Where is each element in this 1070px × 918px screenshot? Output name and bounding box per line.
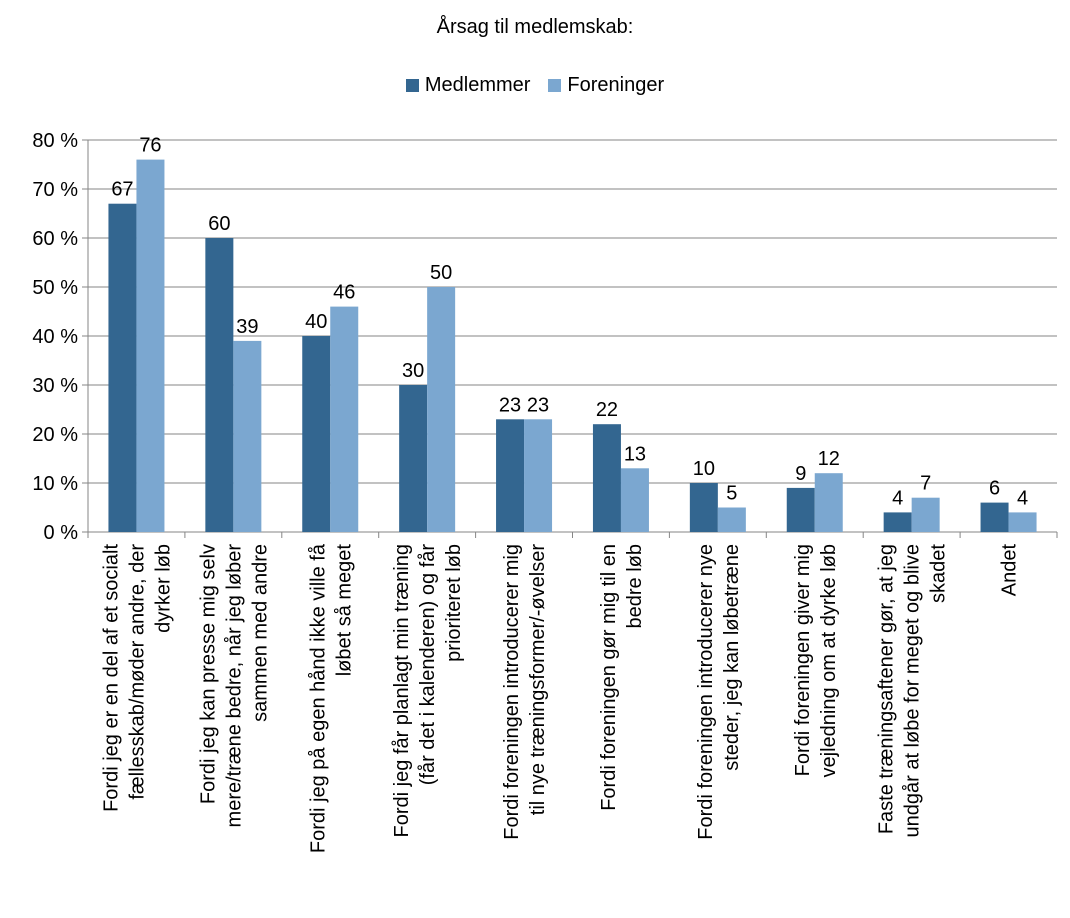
x-tick-label-group: Fordi jeg er en del af et socialt fælless… bbox=[100, 544, 174, 812]
bar-medlemmer bbox=[883, 512, 912, 532]
bar-foreninger bbox=[330, 306, 359, 532]
data-label: 30 bbox=[402, 360, 424, 382]
legend-item-foreninger: Foreninger bbox=[548, 74, 664, 97]
data-label: 46 bbox=[333, 282, 355, 304]
x-tick-label: prioriteret løb bbox=[443, 544, 465, 662]
bar-foreninger bbox=[136, 159, 165, 532]
x-tick-label: mere/træne bedre, når jeg løber bbox=[223, 544, 245, 828]
legend-swatch-medlemmer bbox=[405, 79, 419, 92]
y-tick-label: 60 % bbox=[32, 228, 78, 250]
legend: Medlemmer Foreninger bbox=[0, 74, 1070, 97]
data-label: 4 bbox=[892, 487, 903, 509]
bar-foreninger bbox=[717, 507, 746, 532]
x-tick-label: Fordi foreningen introducerer mig bbox=[501, 544, 523, 840]
data-label: 6 bbox=[989, 478, 1000, 500]
bar-foreninger bbox=[427, 287, 456, 532]
x-tick-label: Fordi jeg er en del af et socialt bbox=[100, 544, 122, 812]
bar-foreninger bbox=[814, 473, 843, 532]
x-tick-label-group: Fordi foreningen gør mig til en bedre løb bbox=[598, 544, 646, 811]
data-label: 5 bbox=[726, 483, 737, 505]
data-label: 13 bbox=[624, 443, 646, 465]
x-tick-label: dyrker løb bbox=[152, 544, 174, 633]
data-label: 23 bbox=[499, 394, 521, 416]
bar-medlemmer bbox=[108, 203, 137, 532]
bar-medlemmer bbox=[399, 385, 428, 532]
data-label: 50 bbox=[430, 262, 452, 284]
x-tick-label: løbet så meget bbox=[333, 544, 355, 677]
bar-foreninger bbox=[233, 340, 262, 532]
chart-title: Årsag til medlemskab: bbox=[436, 16, 634, 38]
x-tick-label: Andet bbox=[999, 544, 1021, 597]
bar-foreninger bbox=[524, 419, 553, 532]
bar-medlemmer bbox=[205, 238, 234, 532]
y-tick-label: 80 % bbox=[32, 130, 78, 152]
x-tick-label: steder, jeg kan løbetræne bbox=[721, 544, 743, 771]
y-tick-label: 40 % bbox=[32, 326, 78, 348]
legend-item-medlemmer: Medlemmer bbox=[405, 74, 531, 97]
y-tick-label: 10 % bbox=[32, 473, 78, 495]
x-tick-label-group: Andet bbox=[999, 544, 1021, 597]
bar-foreninger bbox=[911, 497, 940, 532]
x-tick-label: skadet bbox=[928, 544, 950, 603]
y-tick-label: 50 % bbox=[32, 277, 78, 299]
data-label: 40 bbox=[305, 311, 327, 333]
x-tick-label-group: Fordi foreningen giver mig vejledning om … bbox=[792, 544, 840, 777]
x-tick-label: (får det i kalenderen) og får bbox=[417, 544, 439, 786]
legend-label-foreninger: Foreninger bbox=[567, 74, 665, 96]
bar-medlemmer bbox=[786, 487, 815, 532]
x-tick-label-group: Fordi foreningen introducerer nye steder,… bbox=[695, 544, 743, 840]
legend-swatch-foreninger bbox=[548, 79, 562, 92]
bar-medlemmer bbox=[302, 336, 331, 532]
y-tick-label: 20 % bbox=[32, 424, 78, 446]
data-label: 4 bbox=[1017, 487, 1028, 509]
x-tick-label: Fordi foreningen introducerer nye bbox=[695, 544, 717, 840]
bar-medlemmer bbox=[592, 424, 621, 532]
x-tick-label: Fordi foreningen giver mig bbox=[792, 544, 814, 776]
data-label: 39 bbox=[236, 316, 258, 338]
bar-foreninger bbox=[620, 468, 649, 532]
x-tick-label: sammen med andre bbox=[249, 544, 271, 722]
x-tick-label: til nye træningsformer/-øvelser bbox=[527, 544, 549, 816]
bar-medlemmer bbox=[496, 419, 525, 532]
x-tick-label: undgår at løbe for meget og blive bbox=[902, 544, 924, 838]
data-label: 23 bbox=[527, 394, 549, 416]
data-label: 22 bbox=[596, 399, 618, 421]
x-tick-label: Fordi jeg får planlagt min træning bbox=[391, 544, 413, 837]
data-label: 10 bbox=[693, 458, 715, 480]
x-tick-label: Fordi jeg kan presse mig selv bbox=[197, 544, 219, 804]
y-tick-label: 0 % bbox=[44, 522, 79, 544]
y-tick-label: 30 % bbox=[32, 375, 78, 397]
data-label: 60 bbox=[208, 213, 230, 235]
bar-medlemmer bbox=[689, 483, 718, 532]
bar-medlemmer bbox=[980, 502, 1009, 532]
data-label: 67 bbox=[111, 179, 133, 201]
x-tick-label-group: Fordi jeg kan presse mig selv mere/træne … bbox=[197, 544, 271, 828]
legend-label-medlemmer: Medlemmer bbox=[424, 74, 531, 96]
data-label: 12 bbox=[818, 448, 840, 470]
x-tick-label: Fordi jeg på egen hånd ikke ville få bbox=[307, 543, 329, 853]
x-tick-label: Faste træningsaftener gør, at jeg bbox=[876, 544, 898, 834]
data-label: 76 bbox=[139, 135, 161, 157]
x-tick-label: Fordi foreningen gør mig til en bbox=[598, 544, 620, 811]
data-label: 9 bbox=[795, 463, 806, 485]
x-tick-label-group: Fordi jeg får planlagt min træning (får d… bbox=[391, 544, 465, 838]
data-label: 7 bbox=[920, 473, 931, 495]
x-tick-label-group: Fordi jeg på egen hånd ikke ville få løbe… bbox=[307, 543, 355, 853]
x-tick-label: vejledning om at dyrke løb bbox=[818, 544, 840, 777]
x-tick-label: bedre løb bbox=[624, 544, 646, 629]
x-tick-label-group: Fordi foreningen introducerer mig til nye… bbox=[501, 544, 549, 840]
y-tick-label: 70 % bbox=[32, 179, 78, 201]
x-tick-label: fællesskab/møder andre, der bbox=[126, 544, 148, 800]
x-tick-label-group: Faste træningsaftener gør, at jeg undgår … bbox=[876, 544, 950, 838]
bar-foreninger bbox=[1008, 512, 1037, 532]
